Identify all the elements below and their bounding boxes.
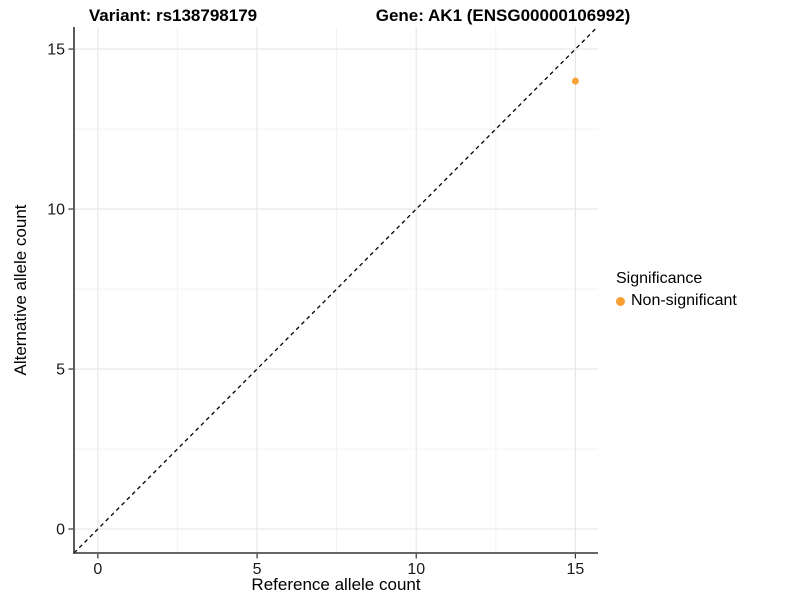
- legend-item-label: Non-significant: [631, 292, 737, 309]
- identity-line: [73, 26, 598, 554]
- y-tick-label: 0: [56, 522, 65, 539]
- y-tick-label: 10: [47, 202, 65, 219]
- y-tick-label: 5: [56, 362, 65, 379]
- x-tick-label: 10: [407, 561, 425, 578]
- gene-title: Gene: AK1 (ENSG00000106992): [375, 6, 631, 25]
- variant-title: Variant: rs138798179: [88, 6, 258, 25]
- x-tick-label: 5: [253, 561, 262, 578]
- legend: Significance Non-significant: [616, 268, 737, 310]
- legend-item-non-significant: Non-significant: [616, 292, 737, 310]
- legend-title: Significance: [616, 270, 703, 287]
- data-point: [571, 77, 579, 85]
- y-tick-label: 15: [47, 42, 65, 59]
- x-tick-label: 0: [93, 561, 102, 578]
- non-significant-dot-icon: [616, 296, 625, 306]
- x-tick-label: 15: [566, 561, 584, 578]
- x-axis-label: Reference allele count: [251, 575, 421, 594]
